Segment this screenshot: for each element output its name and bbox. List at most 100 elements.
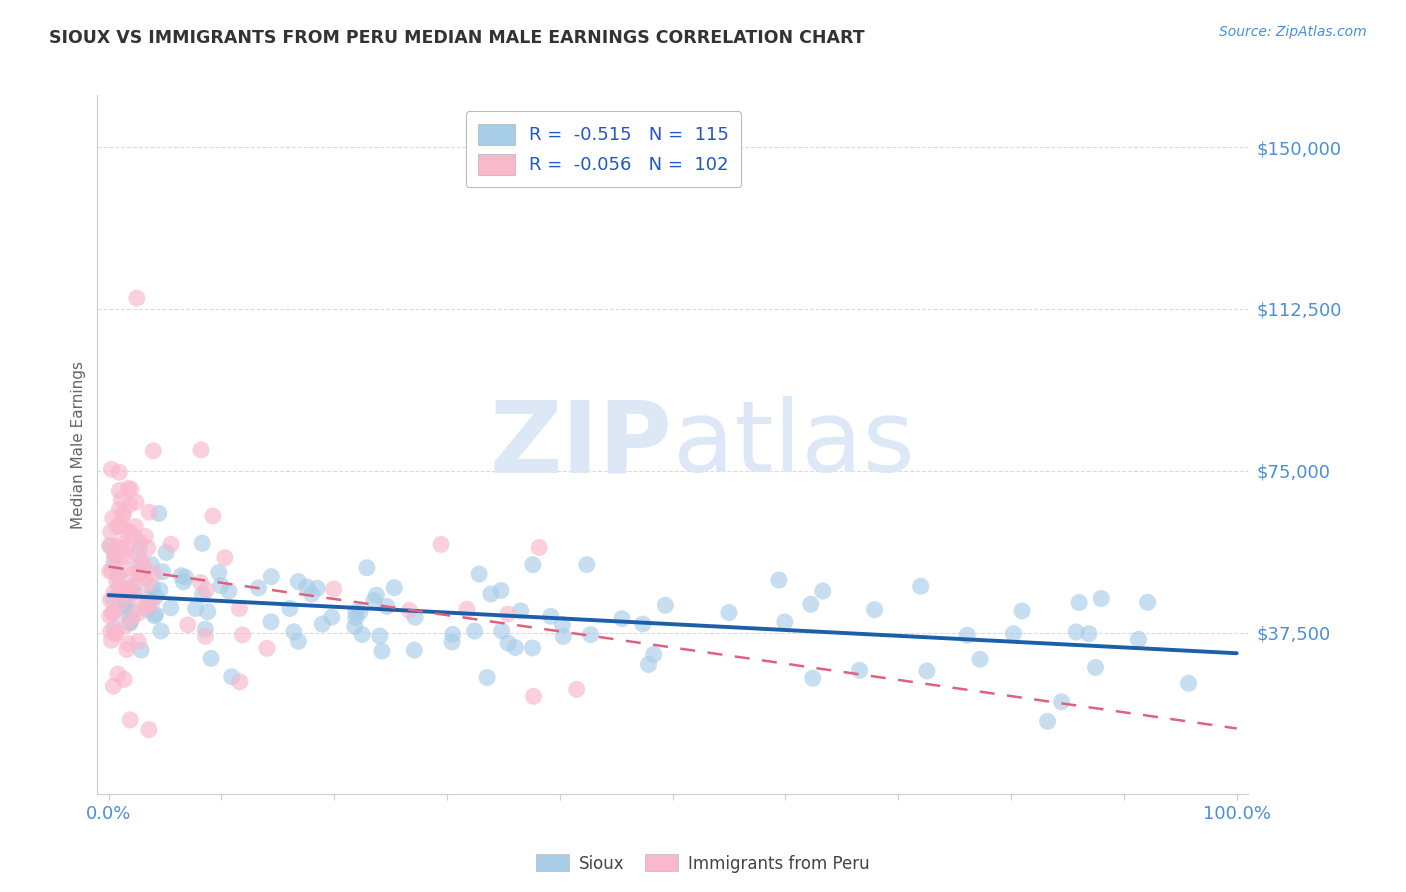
Point [553, 630, 575, 644]
Point [228, 601, 250, 615]
Point [195, 583, 218, 598]
Point [117, 582, 139, 597]
Point [105, 575, 128, 590]
Point [104, 548, 127, 562]
Point [509, 604, 531, 618]
Point [98, 539, 121, 553]
Point [117, 637, 139, 651]
Point [404, 610, 426, 624]
Point [121, 610, 143, 624]
Point [256, 641, 278, 656]
Point [505, 640, 527, 655]
Point [120, 713, 142, 727]
Point [120, 615, 142, 629]
Point [108, 518, 131, 533]
Point [108, 501, 131, 516]
Point [551, 617, 574, 632]
Point [231, 628, 253, 642]
Point [356, 560, 378, 574]
Point [260, 615, 283, 629]
Point [105, 520, 128, 534]
Point [214, 550, 236, 565]
Point [143, 608, 166, 623]
Point [218, 584, 240, 599]
Point [368, 629, 391, 643]
Point [579, 627, 602, 641]
Point [98, 593, 121, 607]
Point [107, 540, 129, 554]
Point [1128, 632, 1150, 647]
Point [115, 597, 138, 611]
Point [456, 602, 478, 616]
Point [1036, 714, 1059, 729]
Point [117, 587, 139, 601]
Point [108, 465, 131, 479]
Point [382, 581, 405, 595]
Point [115, 582, 138, 597]
Point [121, 606, 143, 620]
Point [145, 590, 167, 604]
Point [103, 557, 125, 571]
Point [143, 566, 166, 581]
Point [441, 627, 464, 641]
Point [321, 610, 343, 624]
Point [1136, 595, 1159, 609]
Point [107, 567, 129, 582]
Point [115, 582, 138, 597]
Point [1050, 695, 1073, 709]
Point [112, 673, 135, 687]
Point [141, 558, 163, 572]
Point [117, 481, 139, 495]
Point [565, 682, 588, 697]
Point [115, 642, 138, 657]
Point [104, 548, 127, 562]
Point [127, 606, 149, 620]
Point [398, 603, 420, 617]
Point [464, 624, 486, 639]
Point [643, 648, 665, 662]
Point [111, 537, 134, 551]
Point [349, 605, 371, 619]
Point [208, 566, 231, 580]
Point [540, 609, 562, 624]
Point [100, 633, 122, 648]
Point [145, 607, 167, 622]
Point [121, 580, 143, 594]
Point [1084, 660, 1107, 674]
Point [115, 540, 138, 554]
Point [108, 483, 131, 498]
Point [307, 582, 329, 596]
Point [103, 592, 125, 607]
Point [122, 585, 145, 599]
Point [100, 624, 122, 639]
Point [200, 651, 222, 665]
Point [138, 723, 160, 737]
Y-axis label: Median Male Earnings: Median Male Earnings [72, 361, 86, 529]
Point [111, 508, 134, 523]
Point [654, 599, 676, 613]
Point [124, 519, 146, 533]
Point [172, 574, 194, 589]
Point [201, 508, 224, 523]
Point [115, 523, 138, 537]
Point [194, 622, 217, 636]
Point [118, 616, 141, 631]
Point [366, 588, 388, 602]
Point [112, 599, 135, 614]
Point [98, 539, 121, 553]
Point [128, 566, 150, 581]
Point [100, 462, 122, 476]
Point [529, 541, 551, 555]
Point [125, 291, 148, 305]
Point [301, 587, 323, 601]
Point [287, 634, 309, 648]
Text: atlas: atlas [672, 396, 914, 493]
Point [105, 625, 128, 640]
Point [190, 575, 212, 590]
Point [138, 591, 160, 606]
Point [184, 601, 207, 615]
Point [103, 622, 125, 636]
Point [120, 524, 142, 539]
Point [134, 529, 156, 543]
Point [522, 690, 544, 704]
